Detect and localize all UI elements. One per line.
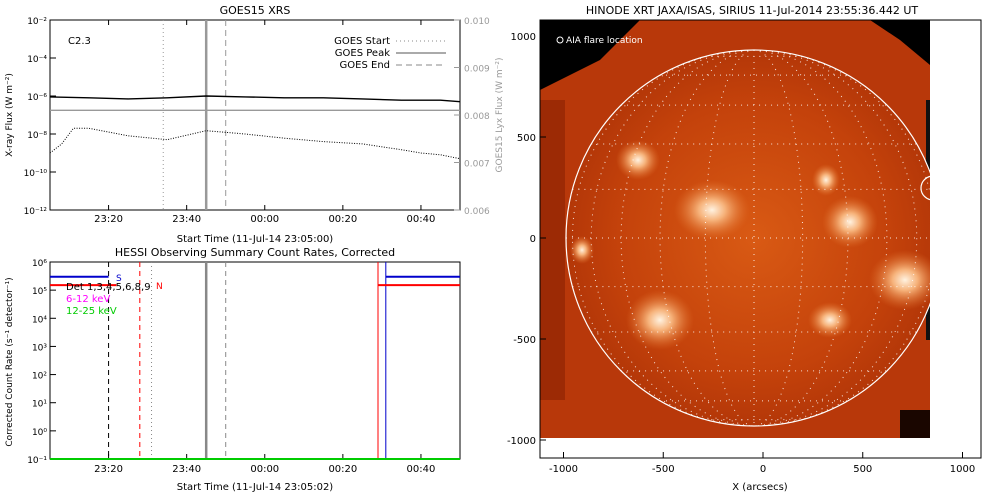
goes-ytick-label: 10⁻⁸	[27, 131, 47, 141]
xrt-dark-corner-bottomright	[900, 410, 930, 438]
goes-xlabel: Start Time (11-Jul-14 23:05:00)	[177, 234, 334, 245]
xrt-xtick-label: 500	[853, 464, 872, 475]
xrt-ytick-label: -500	[513, 335, 536, 346]
aia-legend-marker	[556, 36, 564, 44]
goes-ytick-label: 10⁻⁶	[27, 93, 47, 103]
hessi-legend-12-25: 12-25 keV	[66, 306, 117, 317]
xrt-xlabel: X (arcsecs)	[732, 482, 788, 493]
goes-ytick-label: 10⁻¹²	[24, 207, 48, 217]
xrt-ytick-label: 1000	[511, 32, 536, 43]
aia-flare-label: AIA flare location	[566, 36, 643, 46]
goes-ytick2-label: 0.010	[464, 17, 490, 27]
hessi-ytick-label: 10³	[32, 343, 47, 353]
xrt-xtick-label: -1000	[549, 464, 578, 475]
grid-longitude-line	[571, 50, 755, 426]
active-region-5	[869, 250, 930, 310]
hessi-ylabel: Corrected Count Rate (s⁻¹ detector⁻¹)	[5, 277, 15, 446]
xrt-ticks: -1000 -500 0 500 1000 1000 500 0 -500 -1000	[507, 32, 975, 475]
goes-xtick-label: 23:40	[172, 214, 201, 225]
hessi-xtick-label: 23:20	[94, 464, 123, 475]
goes-panel: GOES15 XRS 23:20 23:40 00:00 00:20 00:40 10⁻²…	[5, 4, 505, 245]
hessi-legend: Det 1,3,4,5,6,8,9 6-12 keV 12-25 keV	[66, 282, 151, 317]
goes-series-line-1	[49, 95, 461, 103]
goes-legend-end: GOES End	[340, 60, 390, 71]
xrt-darker-edge-left	[540, 100, 565, 400]
xrt-ytick-label: -1000	[507, 436, 536, 447]
hessi-xtick-label: 00:00	[250, 464, 279, 475]
goes-class-label: C2.3	[68, 36, 91, 47]
grid-longitude-line	[753, 50, 888, 426]
xrt-title: HINODE XRT JAXA/ISAS, SIRIUS 11-Jul-2014…	[586, 4, 919, 17]
hessi-panel: HESSI Observing Summary Count Rates, Cor…	[5, 246, 461, 493]
goes-ytick2-label: 0.009	[464, 65, 490, 75]
hessi-title: HESSI Observing Summary Count Rates, Cor…	[115, 246, 395, 259]
xrt-xtick-label: 0	[760, 464, 766, 475]
goes-ytick-label: 10⁻⁴	[27, 55, 47, 65]
active-region-3	[822, 196, 878, 248]
goes-legend-start: GOES Start	[334, 36, 390, 47]
hessi-legend-det: Det 1,3,4,5,6,8,9	[66, 282, 151, 293]
solar-disk	[566, 50, 930, 426]
hessi-xtick-label: 00:20	[328, 464, 357, 475]
goes-xtick-label: 00:00	[250, 214, 279, 225]
aia-flare-marker	[920, 175, 930, 201]
hessi-ytick-label: 10⁻¹	[27, 456, 47, 466]
goes-xtick-label: 00:40	[407, 214, 436, 225]
xrt-ytick-label: 0	[530, 234, 536, 245]
grid-longitude-line	[620, 50, 755, 426]
goes-legend: GOES Start GOES Peak GOES End	[334, 36, 446, 71]
active-region-7	[808, 302, 852, 338]
goes-ytick2-label: 0.006	[464, 207, 490, 217]
goes-plot-frame	[49, 19, 461, 211]
hessi-flag-s: S	[116, 274, 122, 284]
hessi-ytick-label: 10⁵	[32, 287, 47, 297]
hessi-xtick-label: 23:40	[172, 464, 201, 475]
hessi-ytick-label: 10²	[32, 372, 47, 382]
xrt-xtick-label: 1000	[950, 464, 975, 475]
hessi-ytick-label: 10¹	[32, 400, 47, 410]
active-region-1	[674, 180, 750, 240]
xrt-dark-corner-topleft	[540, 20, 640, 90]
goes-ticks: 23:20 23:40 00:00 00:20 00:40 10⁻² 10⁻⁴ 10⁻⁶ 10⁻…	[24, 17, 490, 225]
grid-longitude-line	[753, 50, 930, 426]
heliographic-grid	[566, 50, 930, 426]
hessi-xlabel: Start Time (11-Jul-14 23:05:02)	[177, 482, 334, 493]
solar-limb	[565, 49, 930, 427]
hessi-flag-n: N	[156, 282, 163, 292]
hessi-legend-6-12: 6-12 keV	[66, 294, 110, 305]
xrt-xtick-label: -500	[652, 464, 675, 475]
xrt-panel: HINODE XRT JAXA/ISAS, SIRIUS 11-Jul-2014…	[507, 4, 982, 493]
goes-legend-peak: GOES Peak	[335, 48, 390, 59]
hessi-xtick-label: 00:40	[407, 464, 436, 475]
active-regions	[566, 50, 930, 426]
xrt-plot-frame	[539, 19, 982, 459]
goes-ytick-label: 10⁻¹⁰	[24, 169, 48, 179]
active-region-4	[812, 164, 840, 196]
hessi-ticks: 23:20 23:40 00:00 00:20 00:40 10⁶ 10⁵ 10⁴ 10³ 10²…	[27, 259, 435, 475]
hessi-ytick-label: 10⁶	[32, 259, 47, 269]
active-region-6	[626, 290, 694, 350]
goes-ytick-label: 10⁻²	[27, 17, 47, 27]
hessi-ytick-label: 10⁴	[32, 315, 47, 325]
goes-ytick2-label: 0.007	[464, 160, 490, 170]
goes-series-line-2	[49, 127, 461, 160]
xrt-image	[540, 20, 930, 438]
goes-ylabel-right: GOES15 Lyx Flux (W m⁻²)	[495, 58, 505, 173]
goes-xtick-label: 00:20	[328, 214, 357, 225]
goes-ylabel: X-ray Flux (W m⁻²)	[5, 73, 15, 157]
goes-xtick-label: 23:20	[94, 214, 123, 225]
hessi-ytick-label: 10⁰	[32, 428, 47, 438]
xrt-ytick-label: 500	[517, 133, 536, 144]
xrt-dark-corner-topright	[870, 20, 930, 65]
active-region-8	[570, 236, 594, 264]
hessi-series	[50, 262, 460, 460]
goes-ytick2-label: 0.008	[464, 112, 490, 122]
goes-series	[49, 20, 461, 210]
goes-title: GOES15 XRS	[220, 4, 291, 17]
active-region-2	[616, 140, 660, 180]
